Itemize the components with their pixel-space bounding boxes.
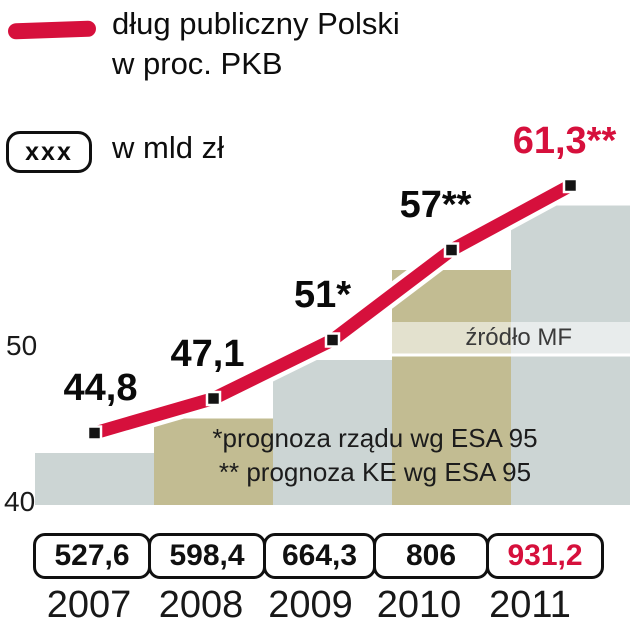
footnotes: *prognoza rządu wg ESA 95 ** prognoza KE…	[160, 421, 590, 489]
value-box-2008: 598,4	[148, 533, 266, 579]
background-band	[392, 270, 511, 505]
chart-canvas	[35, 177, 637, 505]
legend-value-box-icon: xxx	[6, 131, 92, 173]
value-box-2007: 527,6	[33, 533, 151, 579]
point-label: 61,3**	[512, 119, 617, 162]
point-label: 44,8	[63, 367, 138, 409]
source-label: źródło MF	[465, 324, 572, 351]
legend-line-label: dług publiczny Polski w proc. PKB	[112, 6, 400, 81]
background-band	[154, 418, 273, 505]
value-box-2010: 806	[373, 533, 489, 579]
data-point-marker	[562, 177, 579, 194]
footnote-government-forecast: *prognoza rządu wg ESA 95	[212, 423, 538, 453]
y-axis-tick-40: 40	[4, 486, 36, 517]
data-point-marker	[324, 332, 341, 348]
legend-value-box-symbol: xxx	[25, 137, 73, 166]
background-band	[273, 360, 392, 505]
data-point-marker	[86, 425, 103, 441]
value-box-row: 527,6 598,4 664,3 806 931,2	[33, 533, 604, 579]
x-tick-2011: 2011	[489, 584, 571, 626]
x-tick-2009: 2009	[268, 584, 353, 626]
point-label: 57**	[399, 184, 472, 226]
data-point-marker	[205, 390, 222, 407]
data-point-marker	[443, 242, 460, 258]
background-band	[35, 453, 154, 505]
x-tick-2007: 2007	[46, 584, 132, 626]
x-tick-2008: 2008	[158, 584, 244, 626]
y-axis-tick-50: 50	[6, 330, 38, 361]
x-axis-labels: 2007 2008 2009 2010 2011	[33, 584, 586, 627]
point-label: 51*	[293, 274, 352, 316]
legend-box-label: w mld zł	[112, 130, 224, 165]
value-box-2011: 931,2	[486, 533, 604, 579]
x-tick-2010: 2010	[376, 584, 462, 626]
source-strip	[356, 322, 637, 355]
footnote-ke-forecast: ** prognoza KE wg ESA 95	[218, 457, 532, 487]
point-label: 47,1	[170, 332, 245, 375]
value-box-2009: 664,3	[263, 533, 376, 579]
